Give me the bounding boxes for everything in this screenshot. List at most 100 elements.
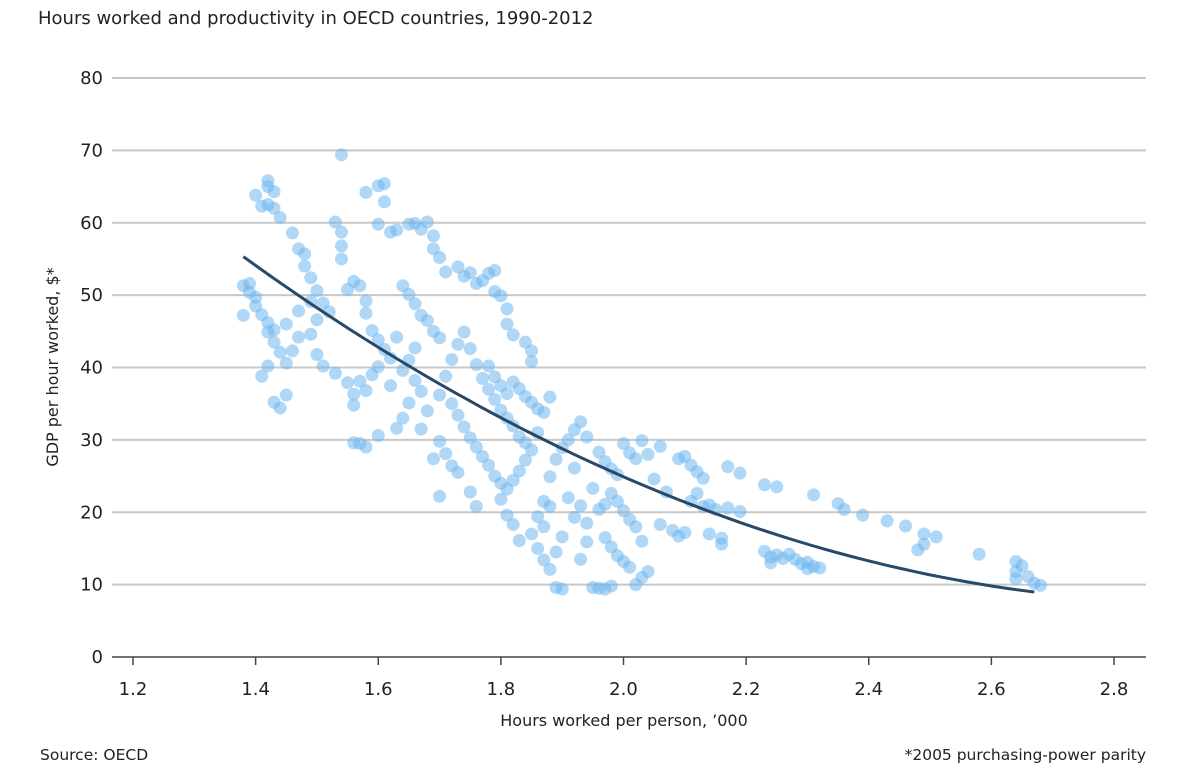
data-point bbox=[813, 561, 827, 575]
data-point bbox=[347, 436, 361, 450]
data-point bbox=[494, 492, 508, 506]
data-point bbox=[420, 313, 434, 327]
data-point bbox=[439, 447, 453, 461]
data-point bbox=[555, 530, 569, 544]
y-tick-label: 80 bbox=[80, 68, 103, 89]
data-point bbox=[310, 347, 324, 361]
data-point bbox=[469, 440, 483, 454]
data-point bbox=[653, 518, 667, 532]
data-point bbox=[561, 491, 575, 505]
y-axis-ticks: 0 10 20 30 40 50 60 70 80 bbox=[80, 68, 103, 668]
x-tick-label: 2.6 bbox=[977, 679, 1006, 700]
data-point bbox=[598, 497, 612, 511]
data-point bbox=[414, 422, 428, 436]
data-point bbox=[298, 247, 312, 261]
data-point bbox=[334, 148, 348, 162]
data-point bbox=[353, 374, 367, 388]
data-point bbox=[255, 369, 269, 383]
data-point bbox=[475, 371, 489, 385]
data-point bbox=[574, 499, 588, 513]
data-point bbox=[267, 335, 281, 349]
data-point bbox=[929, 530, 943, 544]
data-point bbox=[408, 297, 422, 311]
data-point bbox=[800, 562, 814, 576]
data-point bbox=[328, 215, 342, 229]
data-point bbox=[451, 260, 465, 274]
data-point bbox=[702, 527, 716, 541]
data-point bbox=[733, 466, 747, 480]
x-tick-label: 2.0 bbox=[609, 679, 638, 700]
data-point bbox=[500, 482, 514, 496]
data-point bbox=[549, 545, 563, 559]
data-point bbox=[543, 562, 557, 576]
data-point bbox=[463, 431, 477, 445]
data-point bbox=[439, 265, 453, 279]
data-point bbox=[463, 342, 477, 356]
data-point bbox=[365, 368, 379, 382]
data-point bbox=[543, 499, 557, 513]
data-point bbox=[377, 177, 391, 191]
data-point bbox=[494, 289, 508, 303]
chart-title: Hours worked and productivity in OECD co… bbox=[38, 8, 594, 29]
data-point bbox=[567, 461, 581, 475]
data-point bbox=[451, 337, 465, 351]
data-point bbox=[500, 302, 514, 316]
data-point bbox=[856, 508, 870, 522]
data-point bbox=[439, 369, 453, 383]
data-point bbox=[469, 358, 483, 372]
data-point bbox=[445, 353, 459, 367]
data-point bbox=[414, 384, 428, 398]
data-point bbox=[500, 508, 514, 522]
data-point bbox=[304, 271, 318, 285]
data-point bbox=[629, 452, 643, 466]
data-points bbox=[236, 148, 1047, 596]
data-point bbox=[249, 188, 263, 202]
data-point bbox=[525, 443, 539, 457]
data-point bbox=[236, 308, 250, 322]
data-point bbox=[518, 453, 532, 467]
data-point bbox=[328, 366, 342, 380]
data-point bbox=[635, 434, 649, 448]
data-point bbox=[334, 225, 348, 239]
data-point bbox=[690, 486, 704, 500]
y-tick-label: 20 bbox=[80, 502, 103, 523]
data-point bbox=[353, 279, 367, 293]
data-point bbox=[377, 195, 391, 209]
data-point bbox=[267, 185, 281, 199]
x-tick-label: 2.2 bbox=[732, 679, 761, 700]
data-point bbox=[298, 259, 312, 273]
data-point bbox=[261, 359, 275, 373]
data-point bbox=[525, 344, 539, 358]
data-point bbox=[420, 404, 434, 418]
data-point bbox=[310, 313, 324, 327]
data-point bbox=[635, 534, 649, 548]
x-tick-label: 2.4 bbox=[854, 679, 883, 700]
data-point bbox=[610, 494, 624, 508]
data-point bbox=[512, 533, 526, 547]
x-tick-label: 2.8 bbox=[1100, 679, 1129, 700]
data-point bbox=[433, 250, 447, 264]
data-point bbox=[463, 485, 477, 499]
data-point bbox=[653, 439, 667, 453]
data-point bbox=[310, 284, 324, 298]
data-point bbox=[506, 518, 520, 532]
y-tick-label: 0 bbox=[92, 647, 103, 668]
data-point bbox=[396, 411, 410, 425]
data-point bbox=[445, 397, 459, 411]
data-point bbox=[721, 501, 735, 515]
data-point bbox=[647, 472, 661, 486]
data-point bbox=[273, 401, 287, 415]
data-point bbox=[457, 420, 471, 434]
data-point bbox=[531, 510, 545, 524]
data-point bbox=[561, 433, 575, 447]
y-tick-label: 40 bbox=[80, 358, 103, 379]
data-point bbox=[574, 552, 588, 566]
data-point bbox=[371, 429, 385, 443]
data-point bbox=[623, 560, 637, 574]
data-point bbox=[451, 408, 465, 422]
data-point bbox=[580, 535, 594, 549]
data-point bbox=[629, 520, 643, 534]
data-point bbox=[506, 328, 520, 342]
data-point bbox=[543, 390, 557, 404]
data-point bbox=[457, 269, 471, 283]
